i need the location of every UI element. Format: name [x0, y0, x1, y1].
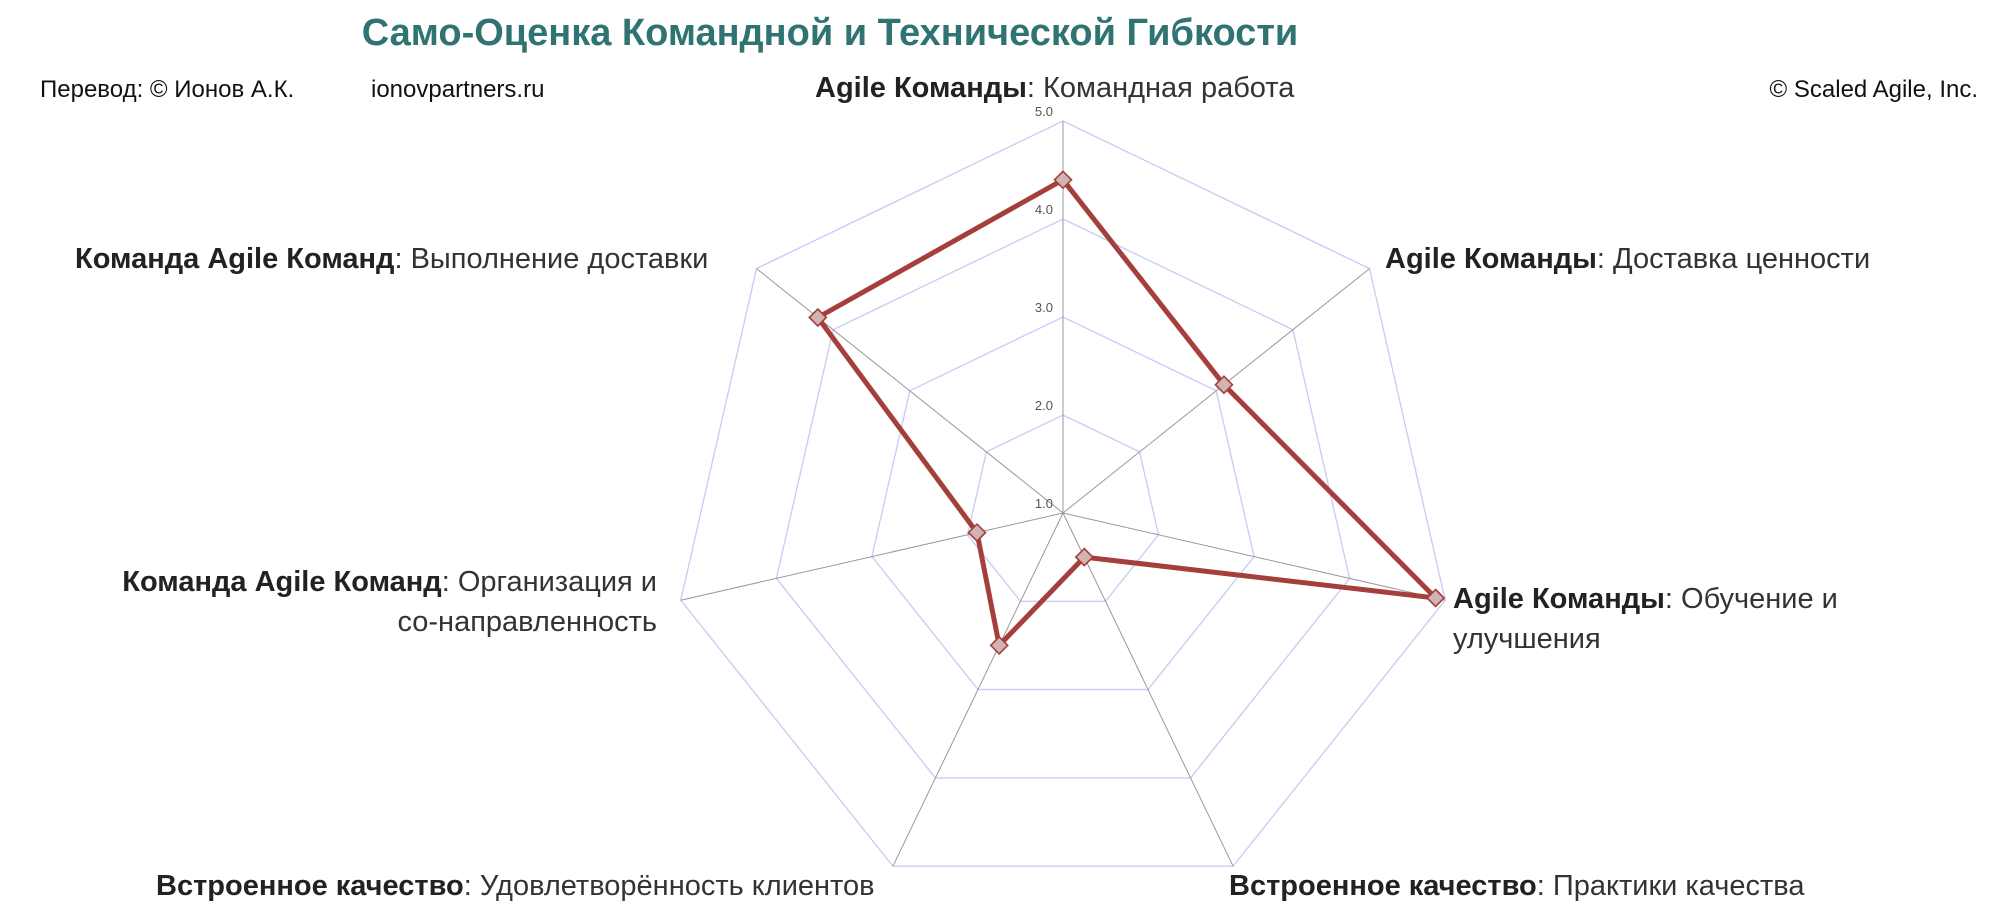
axis-spoke	[1062, 512, 1234, 867]
axis-label-teamwork: Agile Команды: Командная работа	[815, 72, 1295, 104]
translation-credit: Перевод: © Ионов А.К.	[40, 76, 295, 103]
tick-label: 4.0	[1035, 202, 1053, 217]
axis-spoke	[756, 268, 1064, 514]
axis-name: Практики качества	[1552, 870, 1805, 902]
axis-group: Команда Agile Команд	[122, 566, 442, 598]
axis-label-delivery-execution: Команда Agile Команд: Выполнение доставк…	[75, 243, 709, 275]
grid-ring	[871, 316, 1255, 691]
axis-group: Agile Команды	[1453, 583, 1665, 615]
axis-spoke	[1062, 512, 1446, 601]
radar-grid	[680, 120, 1446, 867]
radar-tick-labels: 1.0 2.0 3.0 4.0 5.0	[1035, 104, 1053, 511]
data-point-marker	[1074, 547, 1094, 567]
axis-name: Выполнение доставки	[410, 243, 709, 275]
copyright-notice: © Scaled Agile, Inc.	[1769, 76, 1978, 103]
axis-name-continued: улучшения	[1453, 623, 1601, 655]
axis-label-quality-practices: Встроенное качество: Практики качества	[1229, 870, 1805, 902]
website-link[interactable]: ionovpartners.ru	[371, 76, 545, 103]
axis-name: Обучение и	[1681, 583, 1838, 615]
axis-group: Встроенное качество	[156, 870, 464, 902]
axis-group: Agile Команды	[1385, 243, 1597, 275]
axis-name: Доставка ценности	[1613, 243, 1871, 275]
axis-label-learning: Agile Команды: Обучение и улучшения	[1453, 583, 1838, 655]
data-point-marker	[989, 635, 1009, 656]
data-point-marker	[808, 307, 828, 328]
axis-name: Организация и	[457, 566, 657, 598]
axis-name: Удовлетворённость клиентов	[479, 870, 875, 902]
axis-label-customer-satisfaction: Встроенное качество: Удовлетворённость к…	[156, 870, 875, 902]
grid-ring	[966, 414, 1160, 602]
data-point-marker	[1214, 375, 1234, 395]
axis-group: Встроенное качество	[1229, 870, 1537, 902]
grid-ring	[680, 120, 1446, 867]
chart-title: Само-Оценка Командной и Технической Гибк…	[361, 12, 1299, 54]
axis-spoke	[1062, 268, 1370, 514]
data-point-marker	[1425, 588, 1446, 608]
grid-ring	[775, 218, 1351, 779]
tick-label: 2.0	[1035, 398, 1053, 413]
data-point-marker	[967, 522, 987, 543]
axis-name: Командная работа	[1043, 72, 1295, 104]
tick-label: 5.0	[1035, 104, 1053, 119]
axis-spoke	[680, 512, 1064, 601]
radar-series	[808, 170, 1446, 656]
tick-label: 1.0	[1035, 496, 1053, 511]
axis-label-organization: Команда Agile Команд: Организация и со-на…	[122, 566, 657, 638]
tick-label: 3.0	[1035, 300, 1053, 315]
series-line	[815, 177, 1439, 648]
axis-group: Команда Agile Команд	[75, 243, 395, 275]
radar-spokes	[680, 121, 1446, 867]
axis-name-continued: со-направленность	[397, 606, 657, 638]
axis-group: Agile Команды	[815, 72, 1027, 104]
axis-spoke	[892, 512, 1064, 867]
data-point-marker	[1053, 170, 1073, 190]
axis-label-value-delivery: Agile Команды: Доставка ценности	[1385, 243, 1871, 275]
